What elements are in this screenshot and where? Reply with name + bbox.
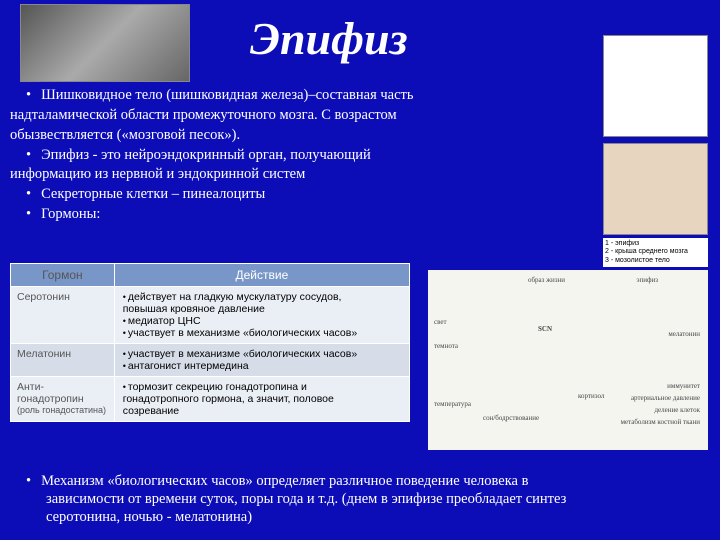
diagram-label: иммунитет (667, 382, 700, 390)
diagram-label: кортизол (578, 392, 604, 400)
brain-sagittal-image (603, 35, 708, 137)
bullet-text: Секреторные клетки – пинеалоциты (41, 186, 265, 202)
bullet-1-cont: надталамической области промежуточного м… (10, 106, 580, 125)
action-item-cont: созревание (123, 405, 179, 417)
action-item: участвует в механизме «биологических час… (123, 327, 403, 339)
bullet-text: Гормоны: (41, 206, 100, 222)
action-item: участвует в механизме «биологических час… (123, 348, 403, 360)
footer-line: Механизм «биологических часов» определяе… (10, 473, 528, 489)
bullet-1: Шишковидное тело (шишковидная железа)–со… (10, 86, 580, 105)
diagram-label: деление клеток (655, 406, 701, 414)
action-cell: тормозит секрецию гонадотропина и гонадо… (114, 377, 409, 422)
table-row: Мелатонин участвует в механизме «биологи… (11, 344, 410, 377)
action-item-cont: повышая кровяное давление (123, 303, 265, 315)
hormone-name: Анти-гонадотропин (17, 381, 84, 405)
bullet-3: Секреторные клетки – пинеалоциты (10, 185, 580, 204)
table-header: Гормон (11, 264, 115, 287)
microscopy-image (20, 4, 190, 82)
image-caption: 1 - эпифиз 2 - крыша среднего мозга 3 - … (603, 238, 708, 267)
action-cell: участвует в механизме «биологических час… (114, 344, 409, 377)
hormone-cell: Анти-гонадотропин (роль гонадостатина) (11, 377, 115, 422)
caption-line: 3 - мозолистое тело (605, 257, 706, 265)
footer-bullet: Механизм «биологических часов» определяе… (10, 472, 710, 526)
hormone-cell: Серотонин (11, 287, 115, 344)
action-item-cont: гонадотропного гормона, а значит, полово… (123, 393, 334, 405)
caption-line: 2 - крыша среднего мозга (605, 248, 706, 256)
diagram-label: артериальное давление (631, 394, 700, 402)
diagram-label: мелатонин (668, 330, 700, 338)
bullet-text: Шишковидное тело (шишковидная железа)–со… (41, 87, 413, 103)
circadian-diagram: образ жизни эпифиз свет темнота SCN мела… (428, 270, 708, 450)
diagram-label: SCN (538, 325, 552, 333)
bullet-1-cont: обызвествляется («мозговой песок»). (10, 126, 580, 145)
footer-line: зависимости от времени суток, поры года … (10, 490, 710, 508)
brain-section-image (603, 143, 708, 235)
diagram-label: метаболизм костной ткани (621, 418, 700, 426)
caption-line: 1 - эпифиз (605, 240, 706, 248)
slide-title: Эпифиз (250, 12, 408, 65)
table-header: Действие (114, 264, 409, 287)
bullet-2: Эпифиз - это нейроэндокринный орган, пол… (10, 146, 580, 165)
diagram-label: темнота (434, 342, 458, 350)
footer-text: Механизм «биологических часов» определяе… (41, 473, 528, 489)
table-row: Анти-гонадотропин (роль гонадостатина) т… (11, 377, 410, 422)
action-item: действует на гладкую мускулатуру сосудов… (123, 291, 403, 303)
diagram-label: эпифиз (636, 276, 658, 284)
diagram-label: сон/бодрствование (483, 414, 539, 422)
diagram-label: свет (434, 318, 447, 326)
hormone-sub: (роль гонадостатина) (17, 405, 108, 415)
action-item: медиатор ЦНС (123, 315, 403, 327)
bullet-4: Гормоны: (10, 205, 580, 224)
bullet-list: Шишковидное тело (шишковидная железа)–со… (10, 86, 580, 225)
bullet-text: Эпифиз - это нейроэндокринный орган, пол… (41, 147, 371, 163)
hormone-table: Гормон Действие Серотонин действует на г… (10, 263, 410, 422)
action-item: тормозит секрецию гонадотропина и (123, 381, 403, 393)
diagram-label: температура (434, 400, 471, 408)
table-row: Серотонин действует на гладкую мускулату… (11, 287, 410, 344)
action-cell: действует на гладкую мускулатуру сосудов… (114, 287, 409, 344)
action-item: антагонист интермедина (123, 360, 403, 372)
footer-line: серотонина, ночью - мелатонина) (10, 508, 710, 526)
bullet-2-cont: информацию из нервной и эндокринной сист… (10, 165, 580, 184)
diagram-label: образ жизни (528, 276, 565, 284)
hormone-cell: Мелатонин (11, 344, 115, 377)
